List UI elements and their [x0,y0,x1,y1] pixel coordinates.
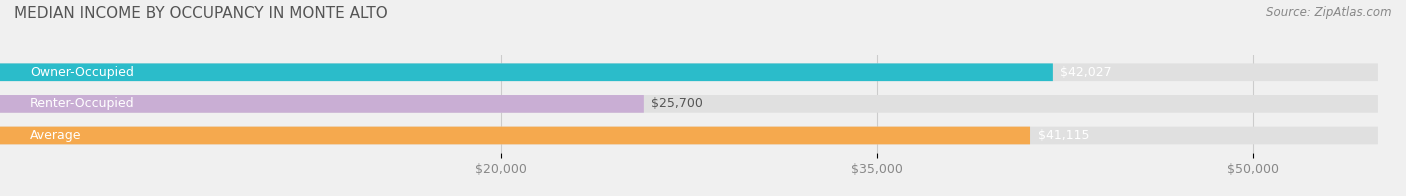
Text: Owner-Occupied: Owner-Occupied [30,66,134,79]
Text: $42,027: $42,027 [1060,66,1112,79]
FancyBboxPatch shape [0,64,1378,81]
FancyBboxPatch shape [0,127,1378,144]
Text: MEDIAN INCOME BY OCCUPANCY IN MONTE ALTO: MEDIAN INCOME BY OCCUPANCY IN MONTE ALTO [14,6,388,21]
FancyBboxPatch shape [0,127,1031,144]
Text: $41,115: $41,115 [1038,129,1090,142]
Text: Source: ZipAtlas.com: Source: ZipAtlas.com [1267,6,1392,19]
FancyBboxPatch shape [0,95,1378,113]
Text: $25,700: $25,700 [651,97,703,110]
Text: Renter-Occupied: Renter-Occupied [30,97,135,110]
Text: Average: Average [30,129,82,142]
FancyBboxPatch shape [0,64,1053,81]
FancyBboxPatch shape [0,95,644,113]
